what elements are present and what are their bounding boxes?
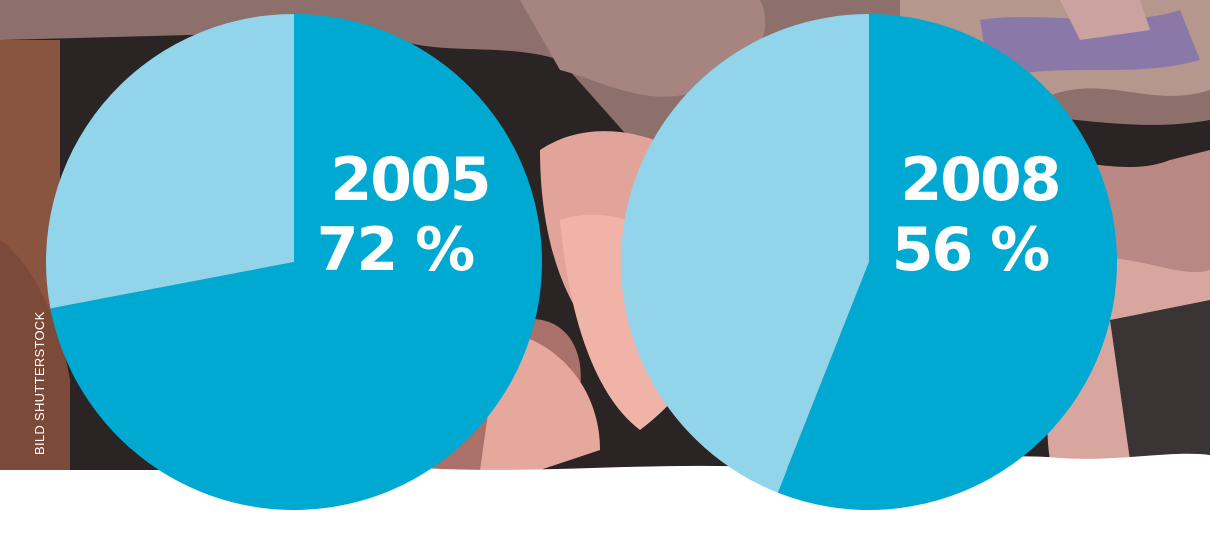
pie-2005-percent-label: 72 % [317, 215, 474, 285]
pie-chart-2005 [45, 14, 542, 510]
pie-2005-year-label: 2005 [331, 145, 490, 215]
pie-2005-slice-0 [50, 14, 542, 510]
photo-credit: BILD SHUTTERSTOCK [32, 311, 47, 455]
pie-2008-percent-label: 56 % [892, 215, 1049, 285]
pie-2008-year-label: 2008 [901, 145, 1060, 215]
pie-chart-2008 [620, 13, 1118, 510]
pie-2005-slice-1 [45, 14, 294, 309]
pie-2008-slice-1 [620, 13, 869, 493]
pie-2008-slice-0 [777, 14, 1118, 510]
